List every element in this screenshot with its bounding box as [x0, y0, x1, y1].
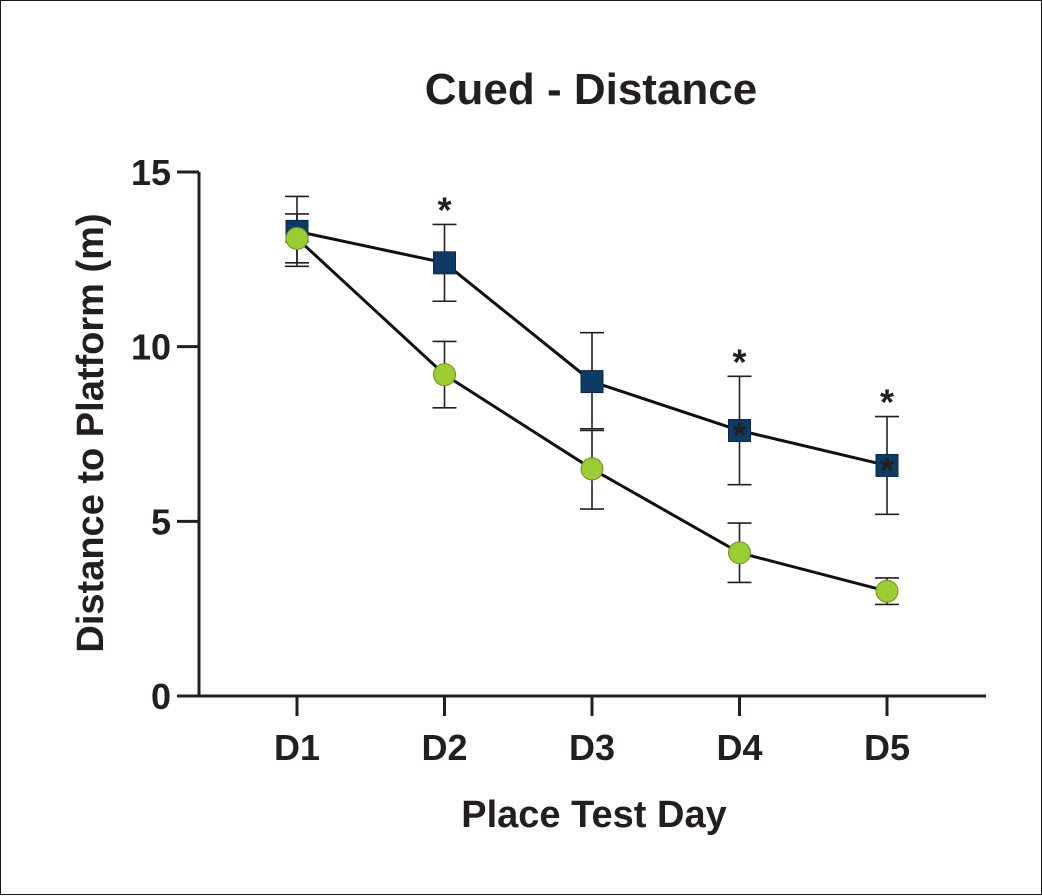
- significance-asterisk: *: [732, 415, 746, 456]
- data-point-circle: [433, 363, 456, 387]
- y-tick-label: 10: [131, 327, 171, 368]
- significance-asterisk: *: [880, 382, 894, 423]
- significance-asterisk: *: [732, 341, 746, 382]
- x-tick-label: D4: [716, 727, 762, 768]
- data-point-square: [728, 419, 751, 443]
- data-point-circle: [728, 541, 751, 565]
- data-point-circle: [875, 579, 899, 603]
- y-tick-label: 15: [131, 152, 171, 193]
- significance-asterisk: *: [880, 449, 894, 490]
- data-point-square: [875, 453, 899, 477]
- x-axis-label: Place Test Day: [461, 794, 726, 836]
- axes: 0 5 10 15 D1 D2 D3 D4 D5: [131, 152, 986, 768]
- data-point-circle: [285, 226, 309, 250]
- y-axis-label: Distance to Platform (m): [70, 213, 112, 652]
- chart-title: Cued - Distance: [425, 65, 758, 114]
- data-point-square: [580, 370, 604, 394]
- significance-asterisk: *: [437, 189, 451, 230]
- data-markers: [285, 219, 899, 603]
- x-tick-label: D5: [864, 727, 910, 768]
- x-tick-label: D3: [569, 727, 615, 768]
- x-tick-label: D1: [274, 727, 320, 768]
- error-bars: [285, 195, 899, 606]
- x-tick-label: D2: [421, 727, 467, 768]
- data-point-square: [433, 251, 456, 275]
- data-point-circle: [580, 457, 604, 481]
- y-tick-label: 0: [151, 676, 171, 717]
- significance-annotations: * * * * *: [437, 189, 894, 490]
- y-tick-label: 5: [151, 501, 171, 542]
